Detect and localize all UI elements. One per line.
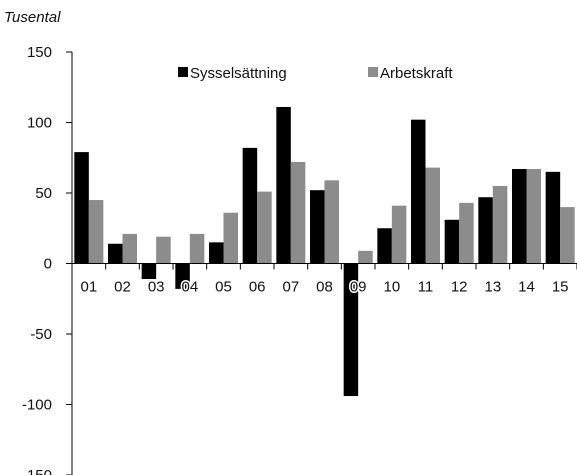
bar-sysselsattning [411, 119, 426, 264]
bar-arbetskraft [189, 233, 205, 264]
bar-arbetskraft [391, 205, 407, 264]
y-tick-label: 0 [44, 256, 52, 273]
y-tick-label: -100 [22, 397, 52, 414]
bar-sysselsattning [343, 263, 359, 397]
bar-arbetskraft [526, 169, 541, 264]
bar-sysselsattning [242, 147, 258, 264]
y-tick-label: -150 [22, 467, 52, 475]
x-tick-label: 03 [148, 279, 165, 296]
x-tick-label: 15 [552, 279, 569, 296]
bar-sysselsattning [175, 263, 190, 289]
bar-arbetskraft [290, 161, 306, 264]
legend-label: Arbetskraft [380, 65, 453, 82]
x-tick-label: 13 [484, 279, 501, 296]
bar-arbetskraft [156, 236, 171, 264]
bar-sysselsattning [377, 228, 392, 264]
bar-sysselsattning [512, 169, 527, 264]
bar-sysselsattning [141, 263, 157, 280]
x-tick-label: 07 [282, 279, 299, 296]
x-tick-label: 01 [80, 279, 97, 296]
bar-arbetskraft [122, 233, 137, 264]
unit-label: Tusental [4, 9, 61, 26]
x-tick-label: 05 [215, 279, 232, 296]
bar-arbetskraft [223, 212, 238, 264]
bar-sysselsattning [209, 242, 224, 264]
legend-swatch [368, 67, 378, 77]
x-tick-label: 08 [316, 279, 333, 296]
bar-arbetskraft [324, 180, 339, 264]
x-tick-label: 06 [249, 279, 266, 296]
x-tick-label: 14 [518, 279, 535, 296]
x-tick-label: 04 [181, 279, 198, 296]
bar-arbetskraft [88, 200, 104, 264]
x-tick-label: 10 [383, 279, 400, 296]
bar-arbetskraft [257, 191, 272, 264]
bar-arbetskraft [560, 207, 575, 264]
x-tick-label: 11 [418, 279, 434, 296]
y-tick-label: 100 [27, 115, 52, 132]
bars [74, 106, 575, 397]
y-tick-label: 50 [35, 185, 52, 202]
bar-sysselsattning [108, 243, 123, 264]
legend-label: Sysselsättning [190, 65, 287, 82]
x-tick-label: 02 [114, 279, 131, 296]
y-tick-label: 150 [27, 44, 52, 61]
legend-swatch [178, 67, 188, 77]
bar-arbetskraft [358, 250, 373, 264]
y-axis: 150 100 50 0 -50 -100 -150 [22, 44, 73, 475]
x-tick-label: 09 [350, 279, 367, 296]
x-tick-label: 12 [451, 279, 468, 296]
bar-sysselsattning [444, 219, 460, 264]
x-tick-labels: 01 02 03 04 05 06 07 08 09 10 11 12 13 14 15 [79, 277, 570, 297]
y-tick-label: -50 [30, 326, 52, 343]
bar-sysselsattning [478, 197, 493, 264]
bar-arbetskraft [425, 167, 440, 264]
bar-sysselsattning [545, 171, 561, 264]
bar-arbetskraft [492, 185, 508, 264]
legend: Sysselsättning Arbetskraft [178, 65, 453, 82]
bar-arbetskraft [459, 202, 474, 264]
bar-sysselsattning [310, 190, 325, 264]
bar-sysselsattning [276, 106, 291, 264]
x-axis [71, 263, 577, 270]
bar-sysselsattning [74, 152, 89, 264]
